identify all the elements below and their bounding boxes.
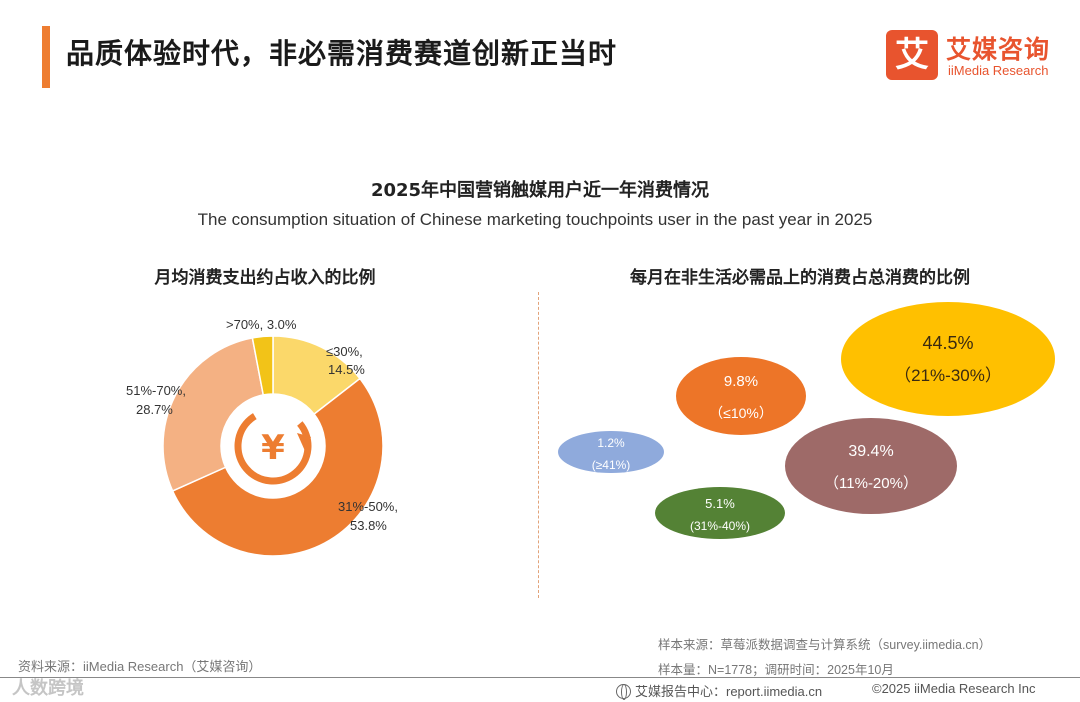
- bubble-panel-title: 每月在非生活必需品上的消费占总消费的比例: [630, 268, 970, 288]
- bubble-2: [676, 357, 806, 435]
- sample-source: 样本来源：草莓派数据调查与计算系统（survey.iimedia.cn）: [658, 638, 992, 652]
- bubble-0: [841, 302, 1055, 416]
- globe-icon: [616, 684, 631, 700]
- logo-glyph: 艾: [895, 35, 929, 75]
- bubble-value-2: 9.8%: [724, 373, 758, 390]
- page-title: 品质体验时代，非必需消费赛道创新正当时: [66, 37, 618, 70]
- copyright: ©2025 iiMedia Research Inc: [872, 681, 1036, 696]
- bubble-range-0: （21%-30%）: [894, 366, 1002, 385]
- bubble-range-4: (≥41%): [592, 458, 631, 472]
- bubble-value-4: 1.2%: [597, 436, 625, 450]
- bubble-4: [558, 431, 664, 473]
- slice-label-gt70: >70%, 3.0%: [226, 317, 297, 332]
- donut-chart: [162, 335, 384, 557]
- slice-value-31-50: 53.8%: [350, 518, 387, 533]
- bubble-range-1: （11%-20%）: [824, 475, 918, 492]
- slice-label-51-70: 51%-70%,: [126, 383, 186, 398]
- bubble-range-3: (31%-40%): [690, 519, 750, 533]
- slice-label-31-50: 31%-50%,: [338, 499, 398, 514]
- bubble-value-0: 44.5%: [922, 333, 973, 353]
- bubble-value-1: 39.4%: [848, 443, 893, 460]
- data-source: 资料来源：iiMedia Research（艾媒咨询）: [18, 659, 262, 674]
- slice-value-51-70: 28.7%: [136, 402, 173, 417]
- donut-slice-2: [162, 337, 265, 492]
- bubble-1: [785, 418, 957, 514]
- yuen-refresh-icon: ¥: [234, 407, 312, 485]
- donut-panel-title: 月均消费支出约占收入的比例: [154, 268, 376, 288]
- donut-slice-3: [251, 335, 274, 396]
- donut-slice-1: [171, 377, 384, 557]
- logo-english-name: iiMedia Research: [948, 63, 1049, 78]
- report-center[interactable]: 艾媒报告中心：report.iimedia.cn: [616, 681, 822, 700]
- panel-divider: [538, 292, 539, 598]
- footer-divider: [0, 677, 1080, 678]
- logo-box: [886, 30, 938, 80]
- chart-title: 2025年中国营销触媒用户近一年消费情况: [370, 180, 710, 201]
- chart-subtitle: The consumption situation of Chinese mar…: [197, 210, 873, 229]
- bubble-chart: 44.5% （21%-30%） 39.4% （11%-20%） 9.8% （≤10%） 5.…: [558, 302, 1055, 539]
- sample-size: 样本量：N=1778；调研时间：2025年10月: [658, 663, 894, 677]
- watermark: 人数跨境: [12, 678, 84, 699]
- brand-logo: 艾 艾媒咨询 iiMedia Research: [886, 28, 1062, 84]
- donut-labels: ≤30%, 14.5% 31%-50%, 53.8% 51%-70%, 28.7…: [126, 317, 398, 533]
- bubble-range-2: （≤10%）: [709, 405, 773, 421]
- slice-value-le30: 14.5%: [328, 362, 365, 377]
- report-center-text: 艾媒报告中心：report.iimedia.cn: [635, 684, 823, 699]
- logo-chinese-name: 艾媒咨询: [946, 35, 1051, 64]
- bubble-3: [655, 487, 785, 539]
- svg-text:¥: ¥: [261, 428, 285, 468]
- slice-label-le30: ≤30%,: [326, 344, 363, 359]
- title-accent-bar: [42, 26, 50, 88]
- bubble-value-3: 5.1%: [705, 496, 735, 511]
